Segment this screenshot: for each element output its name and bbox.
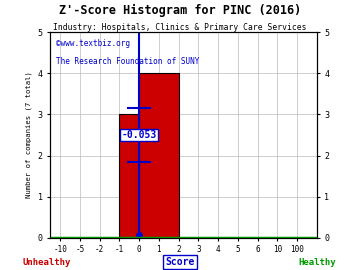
Text: The Research Foundation of SUNY: The Research Foundation of SUNY [56,57,199,66]
Y-axis label: Number of companies (7 total): Number of companies (7 total) [26,72,32,198]
Text: -0.053: -0.053 [122,130,157,140]
Bar [139,73,179,238]
Text: Unhealthy: Unhealthy [23,258,71,267]
Bar [120,114,139,238]
Text: Z'-Score Histogram for PINC (2016): Z'-Score Histogram for PINC (2016) [59,4,301,17]
Text: Healthy: Healthy [298,258,336,267]
Text: ©www.textbiz.org: ©www.textbiz.org [56,39,130,48]
Text: Score: Score [165,257,195,267]
Text: Industry: Hospitals, Clinics & Primary Care Services: Industry: Hospitals, Clinics & Primary C… [53,23,307,32]
